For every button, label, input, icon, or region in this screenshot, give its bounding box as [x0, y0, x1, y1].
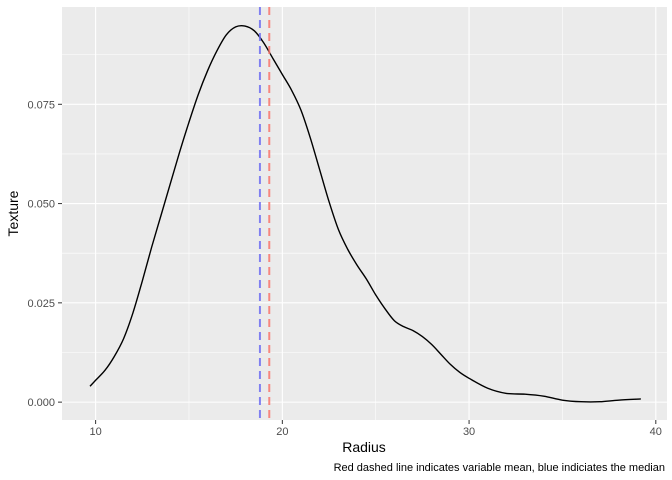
y-axis-ticks: 0.000 0.025 0.050 0.075 [27, 99, 62, 409]
x-tick-label: 40 [650, 426, 662, 438]
x-tick-label: 20 [276, 426, 288, 438]
x-axis-title: Radius [342, 439, 386, 455]
major-gridlines [62, 7, 667, 420]
density-curve [89, 24, 641, 403]
minor-gridlines [62, 7, 667, 420]
y-tick-label: 0.025 [27, 298, 55, 310]
y-tick-label: 0.050 [27, 199, 55, 211]
x-tick-label: 10 [89, 426, 101, 438]
reference-lines [258, 7, 271, 420]
x-tick-label: 30 [463, 426, 475, 438]
x-axis-ticks: 10 20 30 40 [89, 420, 662, 438]
plot-panel-background [62, 7, 667, 420]
y-tick-label: 0.000 [27, 397, 55, 409]
chart-caption: Red dashed line indicates variable mean,… [334, 462, 665, 474]
y-tick-label: 0.075 [27, 99, 55, 111]
y-axis-title: Texture [5, 190, 21, 236]
